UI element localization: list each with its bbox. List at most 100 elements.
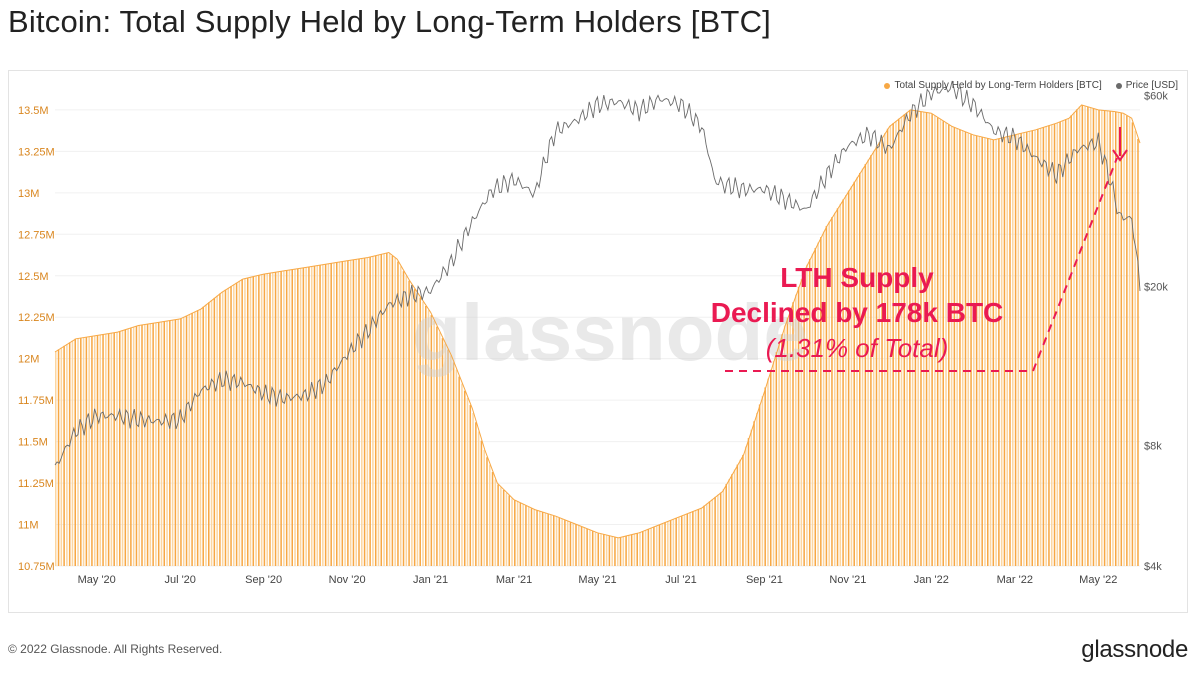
supply-bar xyxy=(630,534,633,566)
supply-bar xyxy=(1095,109,1098,567)
supply-bar xyxy=(171,319,174,566)
supply-bar xyxy=(870,155,872,567)
supply-bar xyxy=(806,264,808,566)
supply-bar xyxy=(489,464,491,566)
supply-bar xyxy=(1062,120,1064,566)
supply-bar xyxy=(205,304,207,566)
supply-bar xyxy=(93,335,96,566)
supply-bar xyxy=(1050,124,1053,566)
supply-bar xyxy=(722,488,725,566)
supply-bar xyxy=(541,512,544,566)
supply-bar xyxy=(1117,112,1120,566)
supply-bar xyxy=(99,334,102,566)
legend-item-price[interactable]: Price [USD] xyxy=(1115,80,1178,91)
y-right-tick-label: $4k xyxy=(1144,561,1162,573)
supply-bar xyxy=(808,259,811,566)
supply-bar xyxy=(984,137,986,566)
supply-bar xyxy=(285,270,288,566)
supply-bar xyxy=(110,333,113,566)
supply-bar xyxy=(842,199,844,566)
supply-bar xyxy=(533,509,536,566)
supply-bar xyxy=(199,308,202,566)
supply-bar xyxy=(825,226,828,566)
supply-bar xyxy=(288,269,291,566)
supply-bar xyxy=(458,376,460,566)
supply-bar xyxy=(105,333,107,566)
supply-bar xyxy=(355,259,357,566)
supply-bar xyxy=(71,340,74,566)
supply-bar xyxy=(561,519,563,566)
supply-bar xyxy=(497,484,499,566)
supply-bar xyxy=(269,272,271,566)
supply-bar xyxy=(889,125,892,566)
legend-label-supply: Total Supply Held by Long-Term Holders [… xyxy=(894,80,1102,91)
supply-bar xyxy=(614,537,616,566)
supply-bar xyxy=(166,320,168,566)
supply-bar xyxy=(853,181,855,566)
supply-bar xyxy=(461,383,463,566)
supply-bar xyxy=(939,119,942,566)
supply-bar xyxy=(358,258,360,566)
supply-bar xyxy=(1025,131,1028,567)
supply-bar xyxy=(452,362,455,566)
supply-bar xyxy=(895,120,897,567)
supply-bar xyxy=(1098,110,1100,566)
supply-bar xyxy=(550,514,552,566)
supply-bar xyxy=(219,293,221,566)
supply-bar xyxy=(945,122,947,566)
supply-bar xyxy=(692,511,694,566)
supply-bar xyxy=(57,349,60,566)
supply-bar xyxy=(500,487,502,566)
x-axis-labels: May '20 Jul '20 Sep '20 Nov '20 Jan '21 Mar '… xyxy=(78,574,1118,586)
supply-bar xyxy=(118,331,121,566)
copyright-text: © 2022 Glassnode. All Rights Reserved. xyxy=(8,642,223,656)
supply-bar xyxy=(138,325,140,566)
y-left-tick-label: 13.25M xyxy=(18,146,55,158)
supply-bar xyxy=(597,533,600,566)
supply-bar xyxy=(1053,123,1056,567)
supply-bar xyxy=(160,321,163,566)
supply-bar xyxy=(1042,127,1045,567)
supply-bar xyxy=(260,274,263,566)
supply-bar xyxy=(486,457,488,566)
supply-bar xyxy=(230,286,232,566)
x-tick-label: Jan '22 xyxy=(914,574,949,586)
supply-bar xyxy=(981,137,983,566)
supply-bar xyxy=(836,208,839,566)
supply-bar xyxy=(438,332,441,566)
supply-bar xyxy=(1023,132,1025,566)
supply-bar xyxy=(475,422,477,566)
supply-bar xyxy=(380,254,383,566)
supply-bar xyxy=(463,390,466,566)
supply-bar xyxy=(781,334,783,566)
supply-bar xyxy=(633,533,636,566)
supply-bar xyxy=(783,325,786,566)
supply-bar xyxy=(299,268,302,566)
supply-bar xyxy=(1089,107,1092,566)
supply-bar xyxy=(116,332,118,566)
supply-bar xyxy=(196,310,199,566)
supply-bar xyxy=(427,310,430,566)
supply-bar xyxy=(767,378,769,566)
supply-bar xyxy=(706,503,708,566)
legend-dot-supply xyxy=(884,82,891,89)
supply-bar xyxy=(669,520,672,566)
supply-bar xyxy=(466,397,469,566)
supply-bar xyxy=(569,522,572,566)
supply-bar xyxy=(978,136,981,566)
supply-bar xyxy=(578,525,580,566)
supply-bar xyxy=(374,255,377,566)
supply-bar xyxy=(583,527,586,566)
supply-bar xyxy=(672,519,675,566)
x-tick-label: Nov '20 xyxy=(329,574,366,586)
annotation-line-1: LTH Supply xyxy=(780,262,934,293)
supply-bar xyxy=(102,334,104,566)
supply-bar xyxy=(822,231,825,566)
supply-bar xyxy=(778,343,780,566)
glassnode-logo[interactable]: glassnode xyxy=(1081,636,1188,663)
supply-bar xyxy=(850,186,853,566)
legend-item-supply[interactable]: Total Supply Held by Long-Term Holders [… xyxy=(884,80,1102,91)
supply-bar xyxy=(647,528,650,566)
supply-bar xyxy=(347,260,349,566)
supply-bar xyxy=(911,110,914,566)
